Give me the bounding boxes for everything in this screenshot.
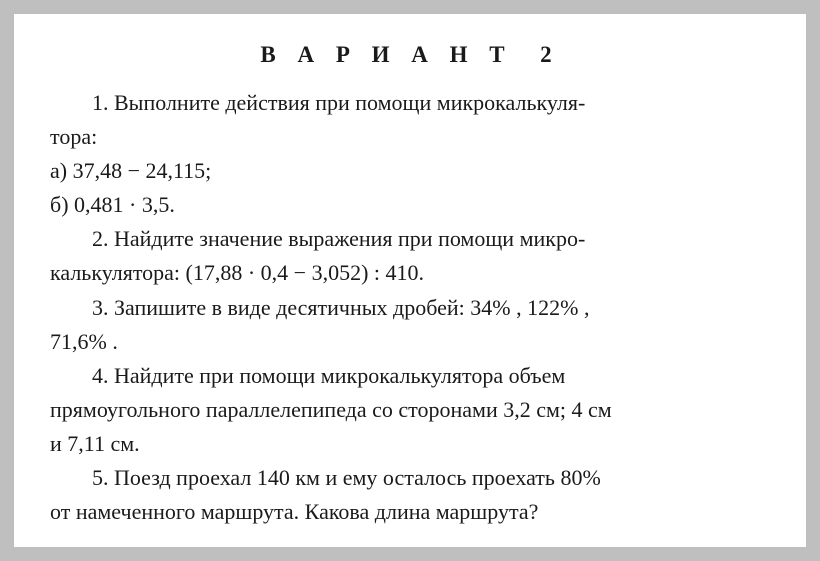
problem-5-line-1: 5. Поезд проехал 140 км и ему осталось п… [50,461,770,495]
problem-1-b: б) 0,481 · 3,5. [50,188,770,222]
problem-3-line-2: 71,6% . [50,325,770,359]
problem-3-percent-2: 122% , [527,295,589,320]
problem-1-a: а) 37,48 − 24,115; [50,154,770,188]
problem-4-line-1: 4. Найдите при помощи микрокалькулятора … [50,359,770,393]
problem-4-line-2: прямоугольного параллелепипеда со сторон… [50,393,770,427]
problem-1-line-2: тора: [50,120,770,154]
variant-title: В А Р И А Н Т 2 [50,42,770,68]
problem-block: 1. Выполните действия при помощи микрока… [50,86,770,529]
problem-3-percent-1: 34% , [470,295,521,320]
problem-3-line-1: 3. Запишите в виде десятичных дробей: 34… [50,291,770,325]
problem-2-line-2: калькулятора: (17,88 · 0,4 − 3,052) : 41… [50,256,770,290]
problem-4-line-3: и 7,11 см. [50,427,770,461]
problem-2-line-1: 2. Найдите значение выражения при помощи… [50,222,770,256]
page-container: В А Р И А Н Т 2 1. Выполните действия пр… [14,14,806,547]
problem-1-line-1: 1. Выполните действия при помощи микрока… [50,86,770,120]
problem-5-line-2: от намеченного маршрута. Какова длина ма… [50,495,770,529]
problem-3-text-a: 3. Запишите в виде десятичных дробей: [92,295,470,320]
